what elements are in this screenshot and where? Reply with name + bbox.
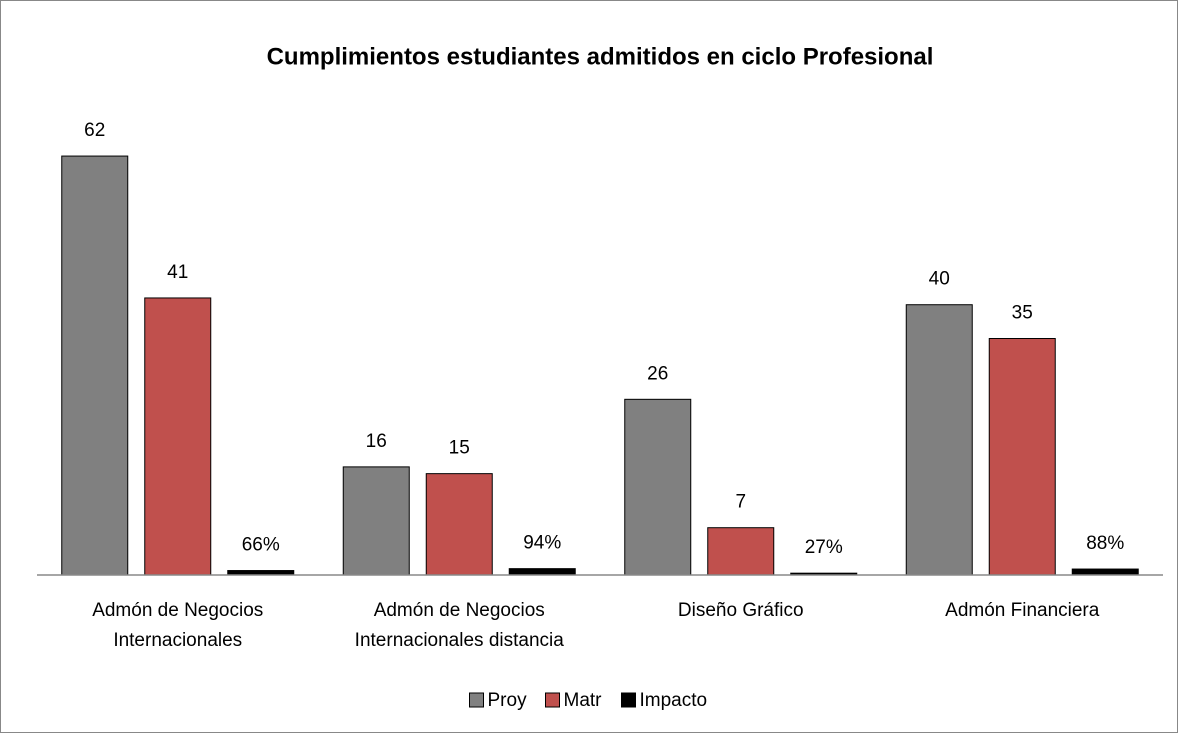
data-label: 35 (1012, 303, 1033, 324)
data-label: 94% (523, 533, 561, 554)
x-tick-label: Admón Financiera (945, 600, 1100, 621)
data-label: 62 (84, 120, 105, 141)
bar (425, 473, 493, 576)
bar (707, 527, 775, 576)
data-label: 15 (449, 438, 470, 459)
bar (61, 155, 129, 576)
legend-label: Matr (564, 690, 603, 711)
bar (144, 297, 212, 576)
x-tick-label: Admón de Negocios Internacionales (92, 600, 264, 651)
data-label: 7 (735, 492, 746, 513)
data-label: 26 (647, 363, 668, 384)
bar (988, 338, 1056, 576)
legend-swatch (545, 692, 560, 708)
bar (905, 304, 973, 576)
bar (624, 398, 692, 576)
data-label: 66% (242, 535, 280, 556)
legend-swatch (469, 692, 484, 708)
data-label: 16 (366, 431, 387, 452)
data-label: 88% (1086, 533, 1124, 554)
data-label: 40 (929, 269, 950, 290)
data-label: 41 (167, 262, 188, 283)
legend-swatch (621, 692, 636, 708)
data-label: 27% (805, 537, 843, 558)
bar (342, 466, 410, 576)
legend-label: Proy (488, 690, 528, 711)
legend-label: Impacto (640, 690, 708, 711)
x-tick-label: Diseño Gráfico (677, 600, 804, 621)
chart-title: Cumplimientos estudiantes admitidos en c… (267, 43, 934, 70)
x-tick-label: Admón de Negocios Internacionales distan… (354, 600, 564, 651)
bar (1071, 568, 1139, 576)
bar (508, 568, 576, 576)
